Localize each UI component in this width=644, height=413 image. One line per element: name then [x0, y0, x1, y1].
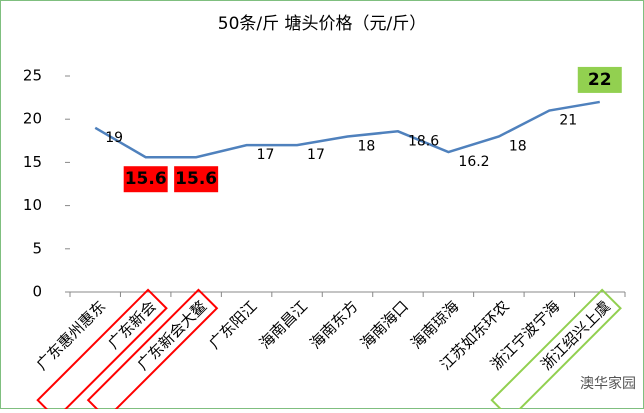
- y-tick-label: 10: [23, 196, 42, 214]
- data-label: 17: [307, 147, 325, 163]
- y-tick-label: 5: [32, 239, 42, 257]
- label-box: [123, 166, 168, 193]
- chart-title: 50条/斤 塘头价格（元/斤）: [218, 14, 427, 34]
- line: [94, 100, 600, 159]
- y-tick-label: 25: [23, 67, 42, 85]
- data-label: 15.6: [125, 169, 167, 189]
- y-tick-label: 15: [23, 153, 42, 171]
- label-box: [577, 66, 622, 93]
- label-box: [174, 166, 219, 193]
- watermark: 澳华家园: [580, 375, 636, 392]
- data-label: 18: [358, 138, 376, 154]
- y-tick-label: 20: [23, 110, 42, 128]
- y-tick-label: 0: [32, 283, 42, 301]
- data-label: 18.6: [408, 133, 439, 149]
- data-label: 16.2: [458, 154, 489, 170]
- data-label: 19: [105, 130, 123, 146]
- data-label: 22: [588, 70, 612, 90]
- data-label: 21: [559, 113, 577, 129]
- data-label: 17: [257, 147, 275, 163]
- data-label: 15.6: [175, 169, 217, 189]
- data-label: 18: [509, 138, 527, 154]
